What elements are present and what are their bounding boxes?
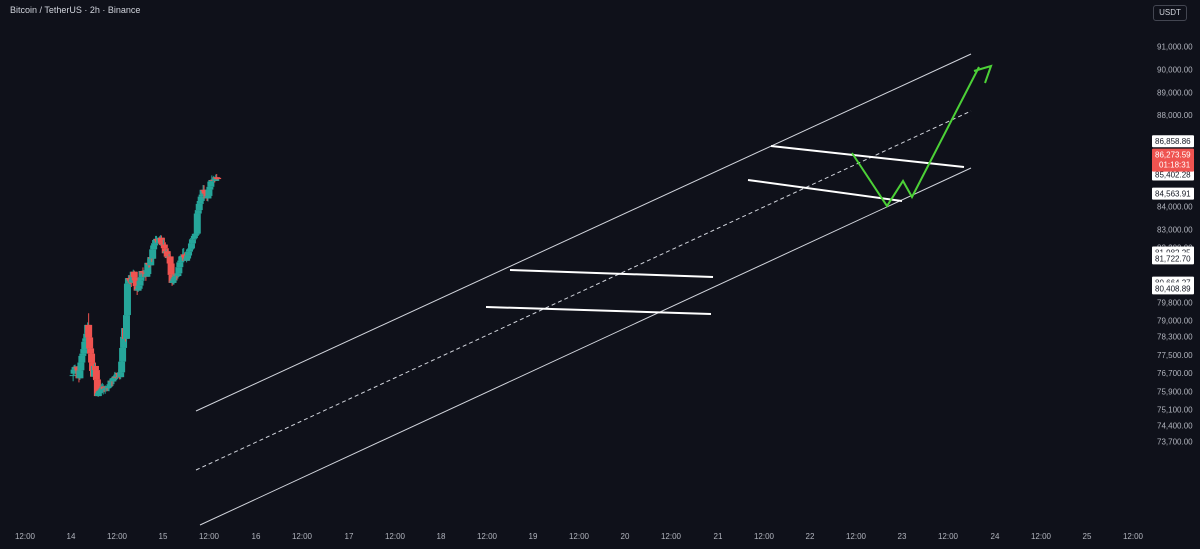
time-tick-label: 24 — [991, 532, 1000, 541]
svg-text:01:18:31: 01:18:31 — [1159, 161, 1191, 170]
time-tick-label: 12:00 — [1031, 532, 1052, 541]
price-tick-label: 84,000.00 — [1157, 202, 1193, 211]
price-tick-label: 75,900.00 — [1157, 387, 1193, 396]
time-tick-label: 12:00 — [938, 532, 959, 541]
time-tick-label: 20 — [621, 532, 630, 541]
price-scale[interactable]: 91,000.00 90,000.00 89,000.00 88,000.00 84,0… — [1152, 43, 1194, 447]
candle — [88, 348, 96, 364]
price-tick-label: 89,000.00 — [1157, 88, 1193, 97]
candle — [166, 254, 174, 266]
time-tick-label: 12:00 — [1123, 532, 1144, 541]
svg-text:80,408.89: 80,408.89 — [1155, 284, 1191, 293]
flag-2-lower[interactable] — [747, 179, 903, 202]
candle — [77, 362, 85, 372]
time-tick-label: 12:00 — [569, 532, 590, 541]
candle — [101, 385, 109, 394]
candle — [214, 177, 222, 180]
candle — [120, 336, 128, 351]
price-tick-label: 76,700.00 — [1157, 369, 1193, 378]
candle — [206, 186, 214, 193]
time-tick-label: 15 — [159, 532, 168, 541]
price-tick-label: 83,000.00 — [1157, 225, 1193, 234]
time-tick-label: 16 — [252, 532, 261, 541]
plot-area[interactable] — [69, 174, 222, 397]
svg-text:84,563.91: 84,563.91 — [1155, 190, 1191, 199]
price-tick-label: 77,500.00 — [1157, 351, 1193, 360]
time-tick-label: 25 — [1083, 532, 1092, 541]
price-tick-label: 91,000.00 — [1157, 43, 1193, 52]
time-tick-label: 21 — [714, 532, 723, 541]
price-tick-label: 78,300.00 — [1157, 333, 1193, 342]
flag-1-upper[interactable] — [509, 269, 714, 278]
time-tick-label: 19 — [529, 532, 538, 541]
drawings — [195, 53, 993, 526]
candle — [82, 337, 90, 345]
svg-text:86,273.59: 86,273.59 — [1155, 151, 1191, 160]
price-label: 80,408.89 — [1152, 282, 1194, 295]
time-tick-label: 12:00 — [661, 532, 682, 541]
time-tick-label: 17 — [345, 532, 354, 541]
channel-midline[interactable] — [195, 110, 972, 471]
price-label: 86,858.86 — [1152, 135, 1194, 148]
time-scale[interactable]: 12:00 14 12:00 15 12:00 16 12:00 17 12:00 18 12:00… — [15, 532, 1144, 541]
channel-lower-line[interactable] — [199, 167, 972, 526]
time-tick-label: 22 — [806, 532, 815, 541]
time-tick-label: 12:00 — [292, 532, 313, 541]
price-tick-label: 88,000.00 — [1157, 111, 1193, 120]
price-tick-label: 79,000.00 — [1157, 317, 1193, 326]
time-tick-label: 23 — [898, 532, 907, 541]
price-tick-label: 75,100.00 — [1157, 406, 1193, 415]
time-tick-label: 12:00 — [477, 532, 498, 541]
projection-path[interactable] — [851, 64, 993, 208]
flag-2-upper[interactable] — [770, 145, 965, 168]
candle — [76, 369, 84, 380]
time-tick-label: 12:00 — [846, 532, 867, 541]
time-tick-label: 12:00 — [385, 532, 406, 541]
svg-text:86,858.86: 86,858.86 — [1155, 137, 1191, 146]
price-label: 81,722.70 — [1152, 252, 1194, 265]
svg-text:81,722.70: 81,722.70 — [1155, 254, 1191, 263]
price-tick-label: 73,700.00 — [1157, 438, 1193, 447]
svg-text:85,402.28: 85,402.28 — [1155, 170, 1191, 179]
candle — [167, 260, 175, 277]
flag-1-lower[interactable] — [485, 306, 712, 315]
time-tick-label: 12:00 — [199, 532, 220, 541]
time-tick-label: 12:00 — [107, 532, 128, 541]
candle — [123, 283, 131, 317]
time-tick-label: 14 — [67, 532, 76, 541]
chart-title: Bitcoin / TetherUS · 2h · Binance — [10, 5, 141, 15]
price-tick-label: 79,800.00 — [1157, 298, 1193, 307]
currency-button[interactable]: USDT — [1153, 5, 1187, 21]
candle — [193, 210, 201, 236]
candle — [85, 313, 93, 338]
price-tick-label: 74,400.00 — [1157, 422, 1193, 431]
time-tick-label: 12:00 — [754, 532, 775, 541]
time-tick-label: 12:00 — [15, 532, 36, 541]
channel-upper-line[interactable] — [195, 53, 972, 412]
price-label: 84,563.91 — [1152, 187, 1194, 200]
time-tick-label: 18 — [437, 532, 446, 541]
price-tick-label: 90,000.00 — [1157, 66, 1193, 75]
